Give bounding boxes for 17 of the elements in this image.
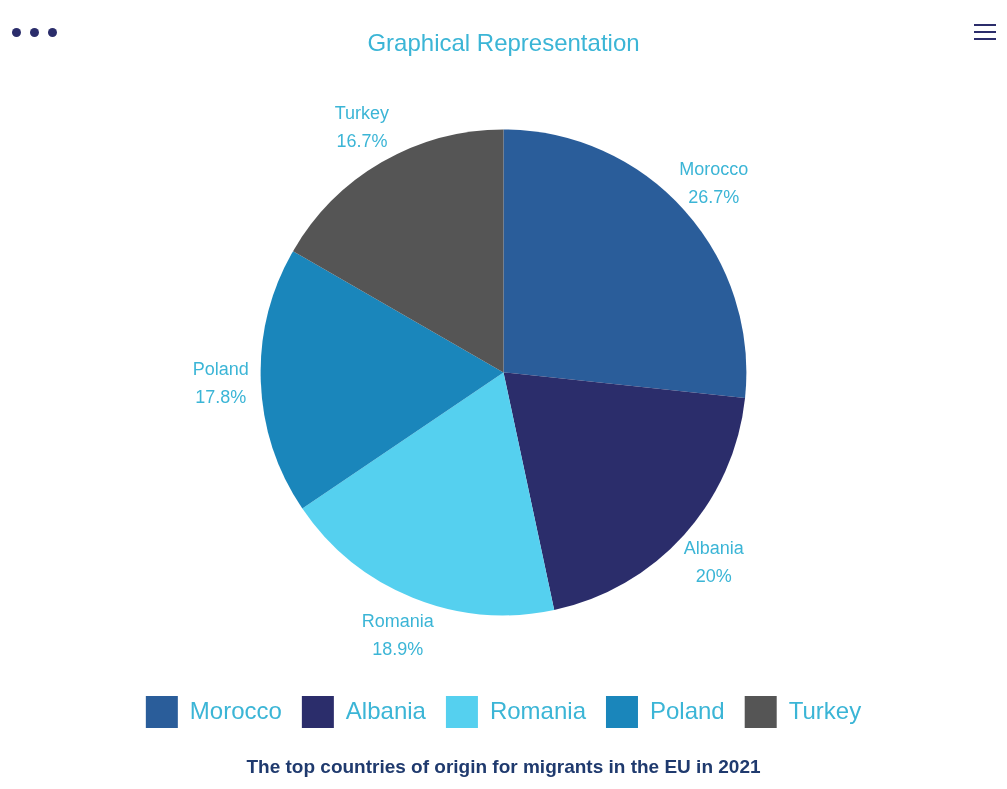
slice-label: Albania (683, 537, 745, 558)
slice-label: Romania (361, 610, 435, 631)
slice-label: Turkey (334, 103, 390, 124)
slice-label: Poland (192, 358, 249, 379)
chart-title: Graphical Representation (367, 29, 640, 57)
slice-label: Morocco (679, 159, 749, 180)
text: The top countries of origin for migrants in the EU in 2021 (245, 756, 762, 778)
data-label: 20% (695, 565, 732, 586)
legend-label: Turkey (788, 696, 862, 724)
data-label: 16.7% (336, 131, 388, 152)
data-label: 18.9% (372, 638, 424, 659)
legend-label: Albania (345, 696, 427, 724)
data-label: 17.8% (195, 386, 247, 407)
legend-label: Romania (489, 696, 587, 724)
legend-label: Morocco (189, 696, 282, 724)
legend-label: Poland (649, 696, 725, 724)
data-label: 26.7% (688, 187, 740, 208)
